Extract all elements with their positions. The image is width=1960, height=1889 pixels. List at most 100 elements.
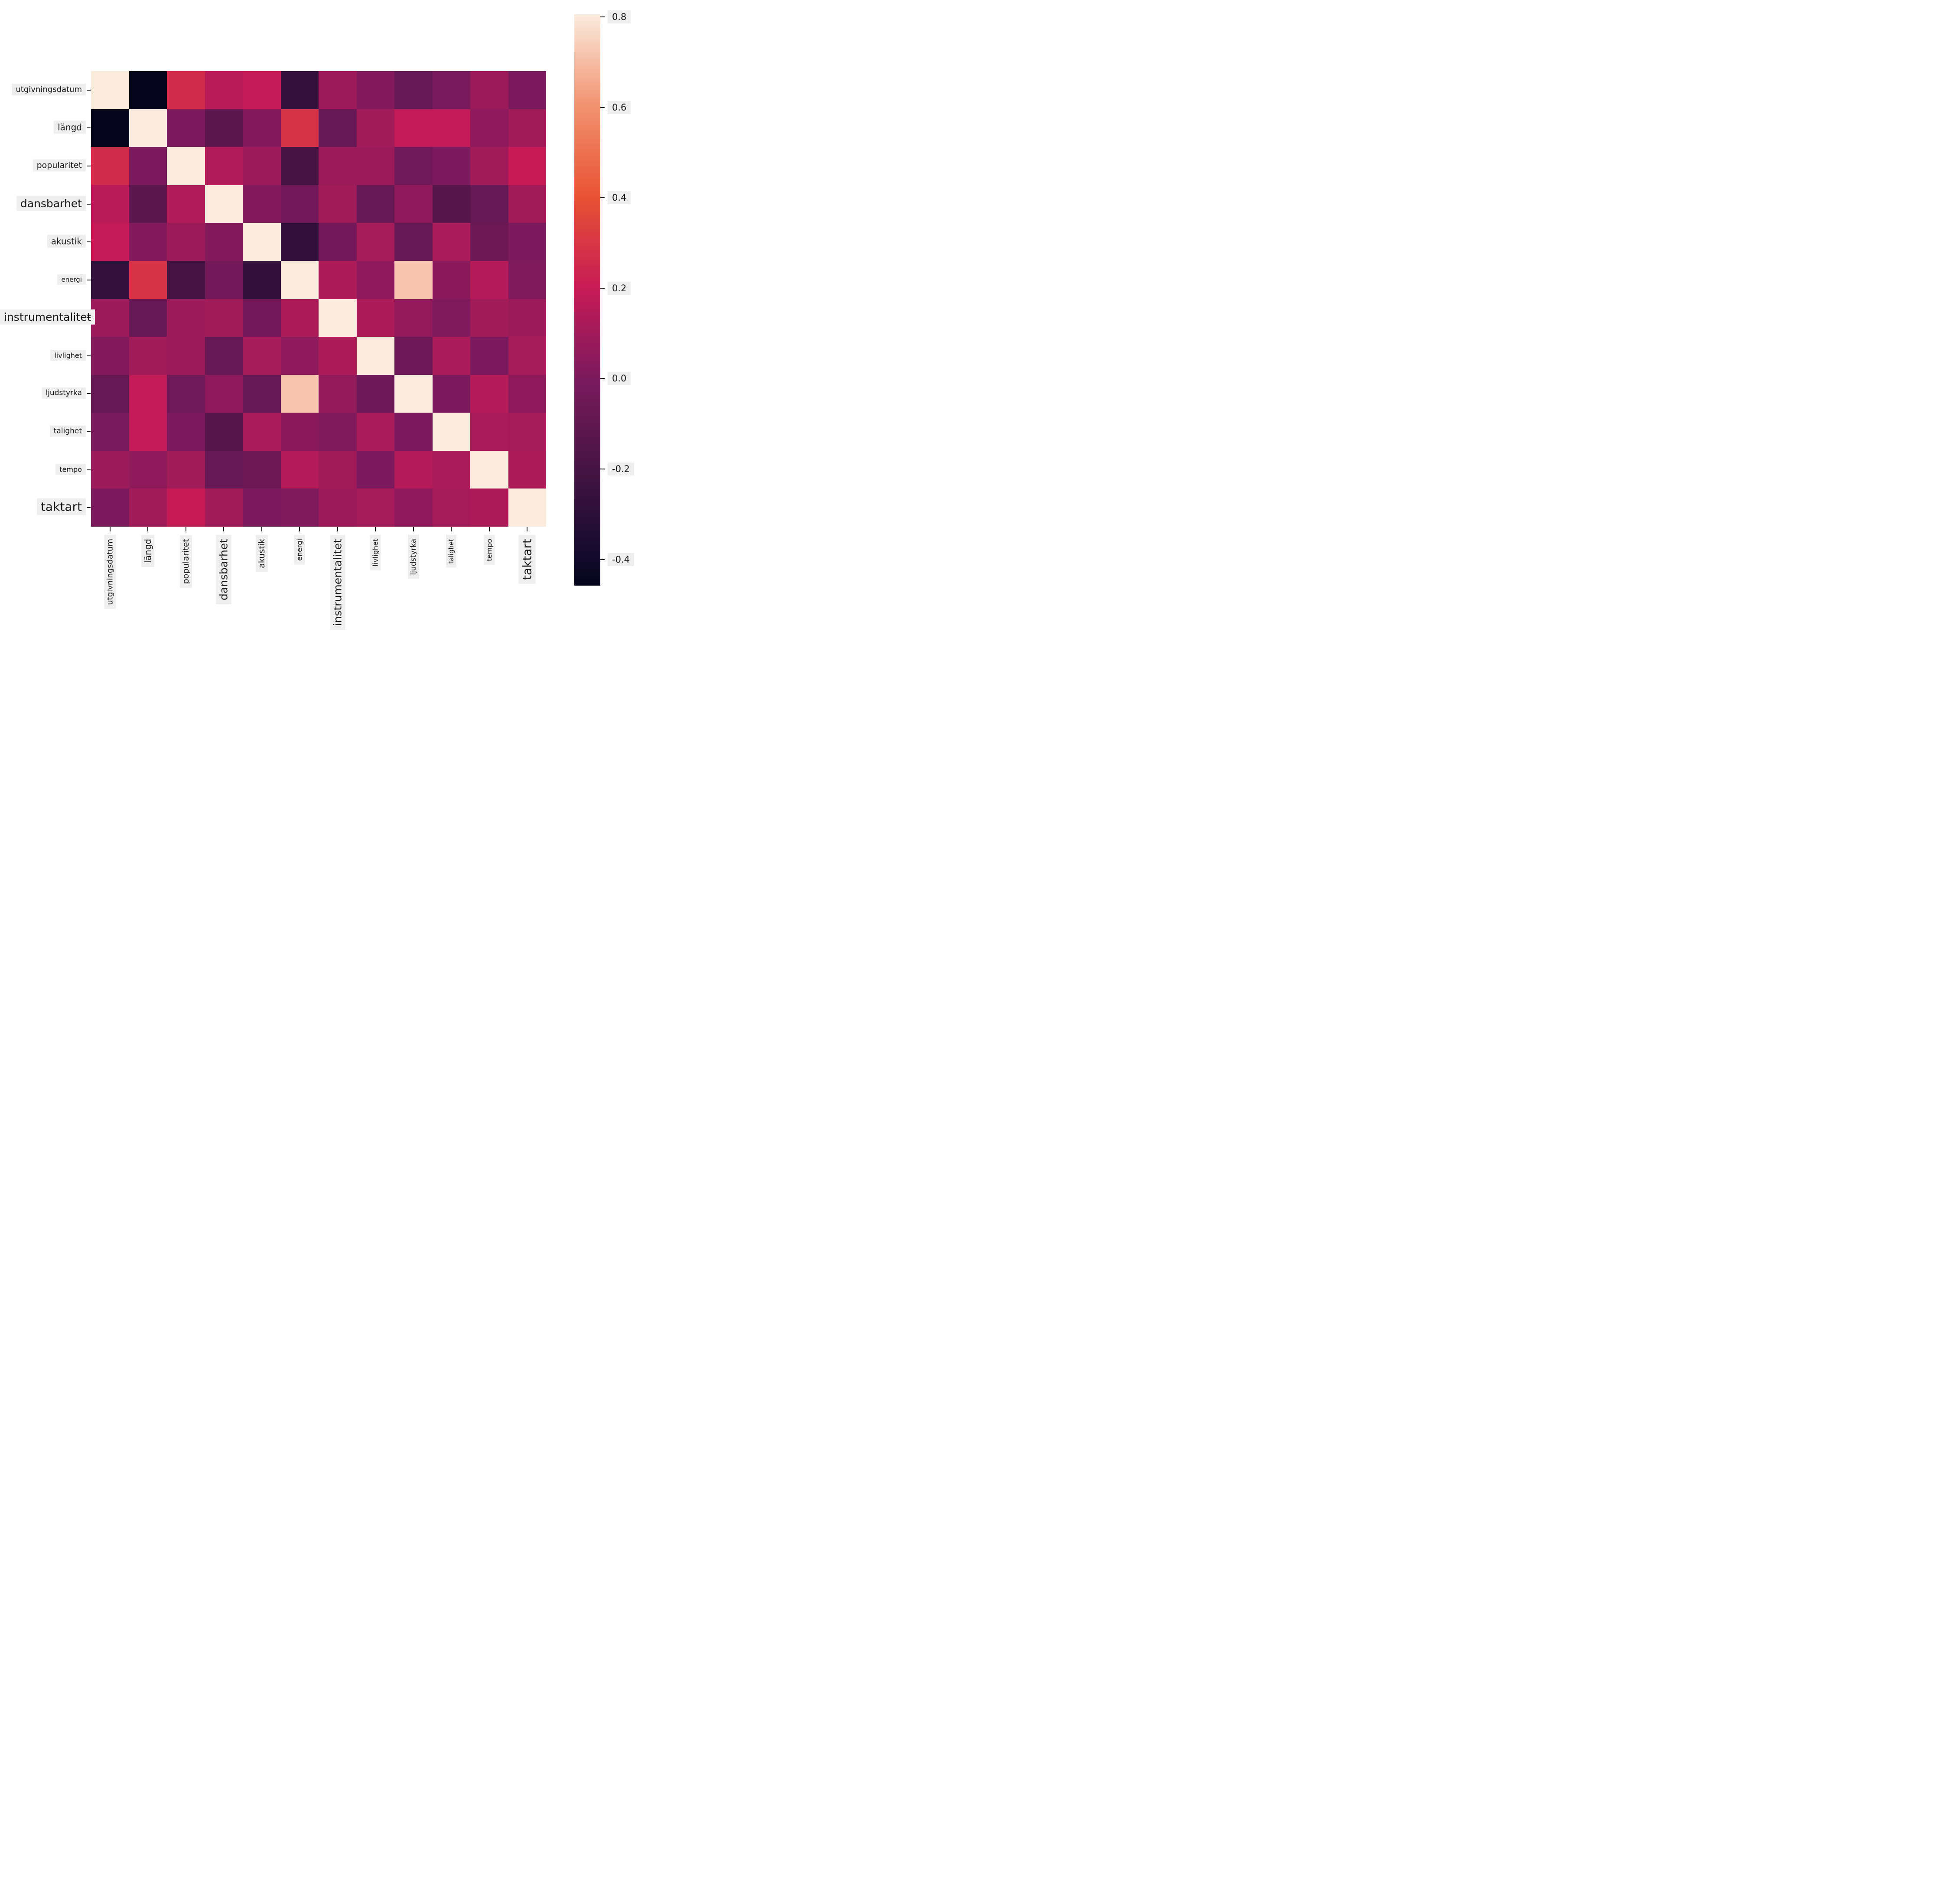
heatmap-cell-talighet-energi (280, 413, 319, 451)
heatmap-cell-utgivningsdatum-talighet (432, 71, 470, 109)
colorbar-tick-label-text: 0.4 (608, 191, 631, 205)
col-label-taktart: taktart (518, 535, 536, 586)
heatmap-cell-talighet-akustik (243, 413, 281, 451)
heatmap-cell-utgivningsdatum-livlighet (356, 71, 394, 109)
col-tick (451, 527, 452, 531)
row-tick (87, 203, 91, 205)
heatmap-cell-ljudstyrka-instrumentalitet (319, 375, 357, 413)
heatmap-cell-instrumentalitet-instrumentalitet (319, 299, 357, 337)
row-label-livlighet: livlighet (0, 350, 86, 367)
heatmap-cell-livlighet-utgivningsdatum (91, 337, 129, 375)
heatmap-cell-ljudstyrka-längd (129, 375, 167, 413)
row-tick (87, 507, 91, 508)
colorbar-tick-label-0.4: 0.4 (608, 191, 631, 211)
col-tick (261, 527, 262, 531)
heatmap-cell-livlighet-ljudstyrka (394, 337, 433, 375)
heatmap-cell-energi-ljudstyrka (394, 261, 433, 299)
heatmap-cell-akustik-energi (280, 223, 319, 261)
colorbar-tick (600, 378, 605, 379)
row-tick (87, 89, 91, 91)
heatmap-cell-taktart-utgivningsdatum (91, 489, 129, 527)
heatmap-cell-taktart-längd (129, 489, 167, 527)
heatmap-cell-energi-livlighet (356, 261, 394, 299)
heatmap-cell-tempo-ljudstyrka (394, 450, 433, 489)
row-label-taktart: taktart (0, 498, 86, 524)
heatmap-cell-instrumentalitet-tempo (470, 299, 508, 337)
heatmap-cell-popularitet-energi (280, 147, 319, 185)
colorbar-tick (600, 287, 605, 289)
heatmap-cell-livlighet-talighet (432, 337, 470, 375)
heatmap-cell-livlighet-längd (129, 337, 167, 375)
heatmap-cell-taktart-livlighet (356, 489, 394, 527)
heatmap-figure: utgivningsdatum längd popularitet dansbarhe… (0, 0, 653, 630)
col-label-text: popularitet (179, 535, 192, 588)
heatmap-cell-talighet-talighet (432, 413, 470, 451)
col-label-energi: energi (294, 535, 305, 567)
colorbar-tick-label-text: 0.6 (608, 101, 631, 114)
col-label-instrumentalitet: instrumentalitet (330, 535, 345, 630)
heatmap-cell-energi-akustik (243, 261, 281, 299)
heatmap-cell-popularitet-tempo (470, 147, 508, 185)
heatmap-cell-dansbarhet-energi (280, 185, 319, 223)
heatmap-cell-ljudstyrka-livlighet (356, 375, 394, 413)
col-label-text: tempo (484, 535, 495, 565)
col-label-text: utgivningsdatum (104, 535, 116, 609)
row-tick (87, 431, 91, 433)
row-label-instrumentalitet: instrumentalitet (0, 309, 95, 333)
heatmap-cell-utgivningsdatum-akustik (243, 71, 281, 109)
heatmap-cell-utgivningsdatum-utgivningsdatum (91, 71, 129, 109)
col-tick (488, 527, 490, 531)
col-label-popularitet: popularitet (179, 535, 192, 589)
heatmap-cell-energi-taktart (508, 261, 546, 299)
heatmap-cell-dansbarhet-talighet (432, 185, 470, 223)
row-label-text: längd (54, 121, 86, 134)
heatmap-cell-livlighet-instrumentalitet (319, 337, 357, 375)
col-label-text: instrumentalitet (330, 535, 345, 630)
row-tick (87, 241, 91, 243)
heatmap-cell-utgivningsdatum-energi (280, 71, 319, 109)
heatmap-cell-ljudstyrka-popularitet (167, 375, 205, 413)
col-label-text: taktart (518, 535, 536, 584)
heatmap-cell-instrumentalitet-livlighet (356, 299, 394, 337)
heatmap-cell-talighet-dansbarhet (205, 413, 243, 451)
heatmap-cell-utgivningsdatum-längd (129, 71, 167, 109)
heatmap-cell-instrumentalitet-utgivningsdatum (91, 299, 129, 337)
heatmap-cell-akustik-dansbarhet (205, 223, 243, 261)
heatmap-cell-tempo-talighet (432, 450, 470, 489)
row-label-akustik: akustik (0, 234, 86, 255)
col-tick (147, 527, 149, 531)
heatmap-cell-taktart-taktart (508, 489, 546, 527)
heatmap-cell-ljudstyrka-tempo (470, 375, 508, 413)
heatmap-cell-instrumentalitet-popularitet (167, 299, 205, 337)
heatmap-cell-längd-utgivningsdatum (91, 109, 129, 147)
heatmap-cell-tempo-längd (129, 450, 167, 489)
col-label-text: talighet (446, 535, 457, 568)
heatmap-cell-livlighet-dansbarhet (205, 337, 243, 375)
heatmap-cell-popularitet-akustik (243, 147, 281, 185)
heatmap-cell-utgivningsdatum-popularitet (167, 71, 205, 109)
col-tick (375, 527, 376, 531)
heatmap-cell-livlighet-livlighet (356, 337, 394, 375)
col-tick (109, 527, 111, 531)
heatmap-cell-popularitet-talighet (432, 147, 470, 185)
heatmap-cell-längd-tempo (470, 109, 508, 147)
heatmap-cell-längd-instrumentalitet (319, 109, 357, 147)
colorbar-tick (600, 559, 605, 560)
heatmap-cell-akustik-livlighet (356, 223, 394, 261)
col-label-tempo: tempo (484, 535, 495, 567)
colorbar-tick-label-text: 0.8 (608, 10, 631, 24)
colorbar-tick-label-text: -0.4 (608, 553, 634, 566)
row-label-text: popularitet (33, 159, 86, 172)
row-tick (87, 469, 91, 470)
row-label-text: akustik (47, 234, 86, 248)
heatmap-cell-talighet-längd (129, 413, 167, 451)
colorbar-tick-label-0.6: 0.6 (608, 101, 631, 121)
heatmap-cell-instrumentalitet-taktart (508, 299, 546, 337)
heatmap-cell-längd-akustik (243, 109, 281, 147)
colorbar-tick (600, 16, 605, 18)
heatmap-cell-akustik-akustik (243, 223, 281, 261)
heatmap-cell-dansbarhet-tempo (470, 185, 508, 223)
heatmap-cell-popularitet-instrumentalitet (319, 147, 357, 185)
heatmap-cell-livlighet-akustik (243, 337, 281, 375)
heatmap-cell-längd-taktart (508, 109, 546, 147)
